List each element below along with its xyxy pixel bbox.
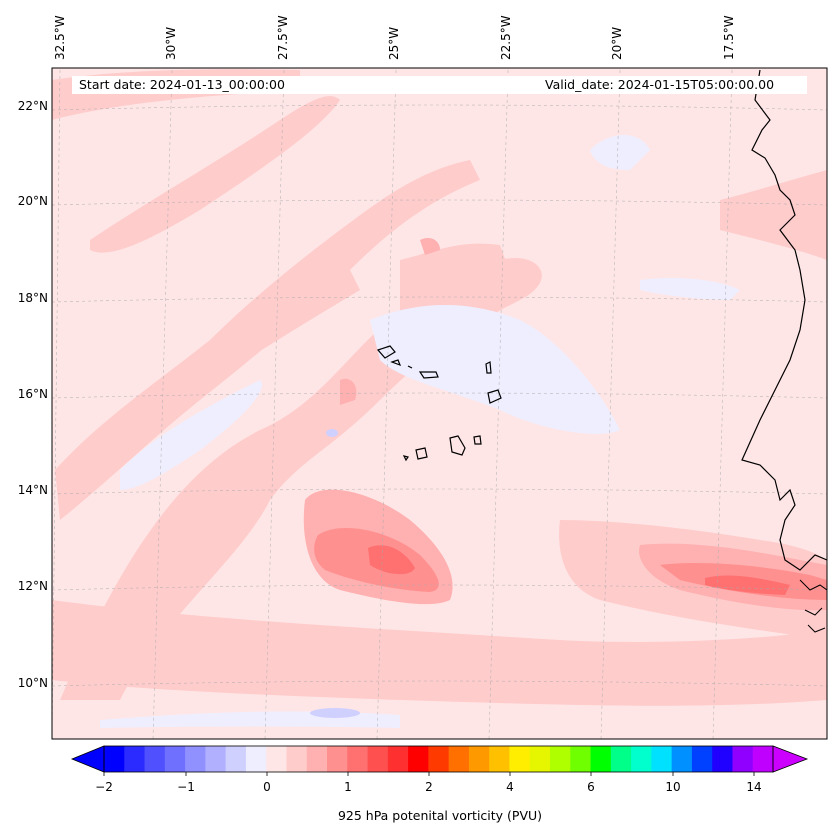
lon-label-30W: 30°W xyxy=(164,26,178,60)
colorbar-swatch xyxy=(448,746,470,772)
pv-max-areas xyxy=(368,545,790,595)
lat-label-18N: 18°N xyxy=(17,291,48,305)
valid-date-label: Valid_date: 2024-01-15T05:00:00.00 xyxy=(545,77,775,92)
cb-tick-label: 1 xyxy=(344,780,352,794)
lon-label-22.5W: 22.5°W xyxy=(499,15,513,60)
colorbar-swatch xyxy=(225,746,247,772)
colorbar xyxy=(70,745,809,776)
cb-tick-label: 10 xyxy=(665,780,681,794)
colorbar-swatch xyxy=(286,746,308,772)
lat-label-14N: 14°N xyxy=(17,483,48,497)
colorbar-swatch xyxy=(387,746,409,772)
colorbar-swatch xyxy=(124,746,146,772)
colorbar-swatch xyxy=(144,746,166,772)
colorbar-swatch xyxy=(408,746,429,772)
colorbar-swatch xyxy=(631,746,652,772)
map-frame xyxy=(51,67,828,740)
colorbar-swatch xyxy=(671,746,693,772)
cb-tick-label: 14 xyxy=(746,780,762,794)
cb-tick-label: 0 xyxy=(263,780,271,794)
colorbar-swatch xyxy=(428,746,450,772)
cb-tick-label: −1 xyxy=(177,780,195,794)
colorbar-swatch xyxy=(468,746,490,772)
colorbar-swatch xyxy=(205,746,227,772)
colorbar-swatch xyxy=(651,746,673,772)
cb-tick-label: 6 xyxy=(587,780,595,794)
lat-label-12N: 12°N xyxy=(17,579,48,593)
lon-label-20W: 20°W xyxy=(610,26,624,60)
graticule xyxy=(52,69,827,739)
cb-tick-label: 2 xyxy=(425,780,433,794)
pv-negative-areas xyxy=(100,135,740,728)
cape-verde-islands xyxy=(376,345,502,462)
colorbar-swatch xyxy=(185,746,206,772)
colorbar-swatch xyxy=(306,746,328,772)
lon-label-32.5W: 32.5°W xyxy=(53,15,67,60)
colorbar-swatch xyxy=(245,746,267,772)
start-date-label: Start date: 2024-01-13_00:00:00 xyxy=(79,77,285,92)
colorbar-under-arrow xyxy=(70,745,105,773)
colorbar-swatch xyxy=(712,746,733,772)
info-box xyxy=(72,76,807,94)
colorbar-swatch xyxy=(529,746,551,772)
colorbar-swatch xyxy=(104,746,125,772)
colorbar-swatch xyxy=(752,746,774,772)
map-area xyxy=(52,68,827,739)
colorbar-swatch xyxy=(509,746,531,772)
colorbar-swatch xyxy=(570,746,592,772)
pv-negative-strong xyxy=(310,429,360,718)
lat-label-16N: 16°N xyxy=(17,387,48,401)
colorbar-swatch xyxy=(590,746,612,772)
lon-label-27.5W: 27.5°W xyxy=(276,15,290,60)
lat-label-20N: 20°N xyxy=(17,194,48,208)
cb-tick-label: −2 xyxy=(95,780,113,794)
cb-tick-label: 4 xyxy=(506,780,514,794)
colorbar-swatch xyxy=(610,746,632,772)
colorbar-swatch xyxy=(327,746,348,772)
colorbar-swatch xyxy=(164,746,186,772)
colorbar-swatch xyxy=(489,746,510,772)
lat-label-10N: 10°N xyxy=(17,676,48,690)
colorbar-over-arrow xyxy=(772,745,809,773)
colorbar-swatch xyxy=(550,746,571,772)
colorbar-swatch xyxy=(347,746,369,772)
west-africa-coast xyxy=(741,69,827,571)
lon-label-17.5W: 17.5°W xyxy=(722,15,736,60)
colorbar-swatch xyxy=(266,746,287,772)
africa-coast-detail xyxy=(799,579,827,633)
colorbar-swatch xyxy=(691,746,713,772)
lat-label-22N: 22°N xyxy=(17,99,48,113)
colorbar-swatch xyxy=(732,746,754,772)
colorbar-frame xyxy=(103,745,774,773)
lon-label-25W: 25°W xyxy=(387,26,401,60)
colorbar-title: 925 hPa potenital vorticity (PVU) xyxy=(337,808,543,823)
colorbar-swatch xyxy=(367,746,389,772)
